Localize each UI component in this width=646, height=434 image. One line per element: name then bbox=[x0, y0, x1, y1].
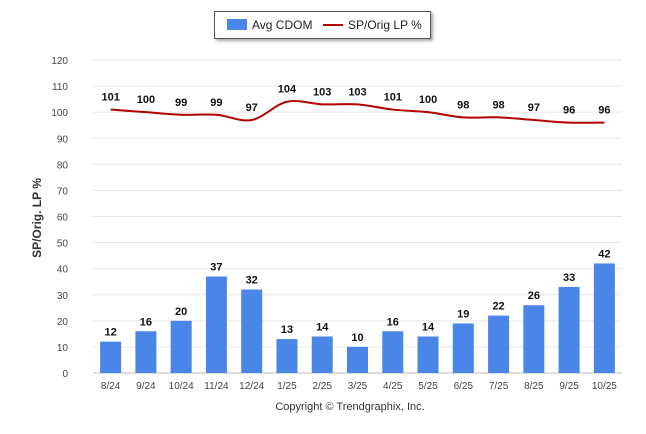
y-tick-label: 30 bbox=[57, 291, 69, 302]
line-data-label: 96 bbox=[563, 105, 575, 117]
bar bbox=[523, 305, 545, 373]
line-data-label: 101 bbox=[101, 92, 119, 104]
line-series bbox=[110, 99, 605, 124]
x-tick-label: 1/25 bbox=[277, 381, 297, 392]
legend-label-line: SP/Orig LP % bbox=[348, 18, 422, 32]
x-tick-label: 8/25 bbox=[524, 381, 544, 392]
bar bbox=[276, 339, 298, 373]
x-tick-label: 7/25 bbox=[489, 381, 509, 392]
line-data-label: 100 bbox=[137, 94, 155, 106]
line-data-label: 99 bbox=[210, 97, 222, 109]
legend: Avg CDOM SP/Orig LP % bbox=[214, 11, 431, 39]
line-data-label: 104 bbox=[278, 84, 297, 96]
line-data-label: 103 bbox=[348, 86, 366, 98]
y-tick-label: 20 bbox=[57, 317, 69, 328]
y-tick-label: 50 bbox=[57, 239, 69, 250]
y-tick-label: 80 bbox=[57, 160, 69, 171]
bar bbox=[558, 286, 580, 373]
y-tick-label: 40 bbox=[57, 265, 69, 276]
line-data-label: 103 bbox=[313, 86, 331, 98]
bar bbox=[488, 315, 510, 373]
line-data-labels: 101 100 99 99 97 104 103 103 101 100 98 98 97 96 96 bbox=[101, 84, 610, 117]
bar-data-label: 14 bbox=[316, 321, 329, 333]
x-tick-label: 9/24 bbox=[136, 381, 156, 392]
x-tick-labels: 8/24 9/24 10/24 11/24 12/24 1/25 2/25 3/25 4/25 5… bbox=[101, 381, 617, 392]
bar bbox=[100, 341, 122, 373]
y-tick-label: 10 bbox=[57, 343, 69, 354]
x-tick-label: 4/25 bbox=[383, 381, 403, 392]
bar-swatch-icon bbox=[227, 19, 247, 30]
bar bbox=[311, 336, 333, 373]
bar-data-label: 20 bbox=[175, 306, 187, 318]
copyright-text: Copyright © Trendgraphix, Inc. bbox=[275, 401, 425, 413]
x-tick-label: 3/25 bbox=[348, 381, 368, 392]
bar-data-label: 16 bbox=[387, 316, 399, 328]
y-tick-label: 0 bbox=[62, 369, 68, 380]
bar bbox=[593, 263, 615, 373]
y-tick-label: 110 bbox=[52, 82, 68, 93]
bar-data-label: 10 bbox=[351, 332, 363, 344]
x-tick-label: 5/25 bbox=[418, 381, 438, 392]
x-tick-label: 9/25 bbox=[559, 381, 579, 392]
bar bbox=[382, 331, 404, 373]
y-axis-label: SP/Orig. LP % bbox=[30, 178, 44, 258]
line-data-label: 100 bbox=[419, 94, 437, 106]
y-tick-label: 60 bbox=[57, 213, 69, 224]
line-data-label: 99 bbox=[175, 97, 187, 109]
y-tick-label: 100 bbox=[51, 108, 68, 119]
line-data-label: 97 bbox=[246, 102, 258, 114]
bar-data-label: 19 bbox=[457, 308, 469, 320]
bar-data-label: 14 bbox=[422, 321, 435, 333]
line-data-label: 97 bbox=[528, 102, 540, 114]
line-data-label: 96 bbox=[598, 105, 610, 117]
bar bbox=[417, 336, 439, 373]
bar-data-label: 22 bbox=[492, 301, 504, 313]
x-tick-label: 10/24 bbox=[169, 381, 194, 392]
bar-data-label: 13 bbox=[281, 324, 293, 336]
bar-data-label: 12 bbox=[105, 327, 117, 339]
x-tick-label: 11/24 bbox=[204, 381, 229, 392]
y-tick-labels: 0 10 20 30 40 50 60 70 80 90 100 110 120 bbox=[51, 56, 68, 380]
line-data-label: 98 bbox=[457, 99, 469, 111]
bar bbox=[135, 331, 157, 373]
line-swatch-icon bbox=[323, 24, 343, 26]
bar-data-label: 16 bbox=[140, 316, 152, 328]
bar-data-label: 26 bbox=[528, 290, 540, 302]
x-tick-label: 12/24 bbox=[239, 381, 264, 392]
legend-item-bar: Avg CDOM bbox=[227, 18, 312, 32]
line-data-label: 98 bbox=[492, 99, 504, 111]
y-tick-label: 120 bbox=[51, 56, 68, 67]
bar-data-label: 33 bbox=[563, 272, 575, 284]
bar bbox=[452, 323, 474, 373]
bar-series bbox=[100, 263, 615, 373]
bar-data-label: 37 bbox=[210, 261, 222, 273]
bar-data-label: 32 bbox=[246, 275, 258, 287]
x-tick-label: 8/24 bbox=[101, 381, 121, 392]
bar bbox=[347, 346, 368, 373]
y-tick-label: 70 bbox=[57, 186, 69, 197]
legend-item-line: SP/Orig LP % bbox=[323, 18, 422, 32]
legend-label-bar: Avg CDOM bbox=[252, 18, 313, 32]
x-tick-label: 2/25 bbox=[312, 381, 332, 392]
bar-data-labels: 12 16 20 37 32 13 14 10 16 14 19 22 26 33 42 bbox=[105, 248, 611, 343]
bar bbox=[241, 289, 263, 373]
x-tick-label: 6/25 bbox=[454, 381, 474, 392]
bar-data-label: 42 bbox=[598, 248, 610, 260]
y-tick-label: 90 bbox=[57, 134, 69, 145]
line-data-label: 101 bbox=[384, 92, 402, 104]
bar bbox=[205, 276, 227, 373]
x-tick-label: 10/25 bbox=[592, 381, 617, 392]
bar bbox=[170, 320, 192, 373]
